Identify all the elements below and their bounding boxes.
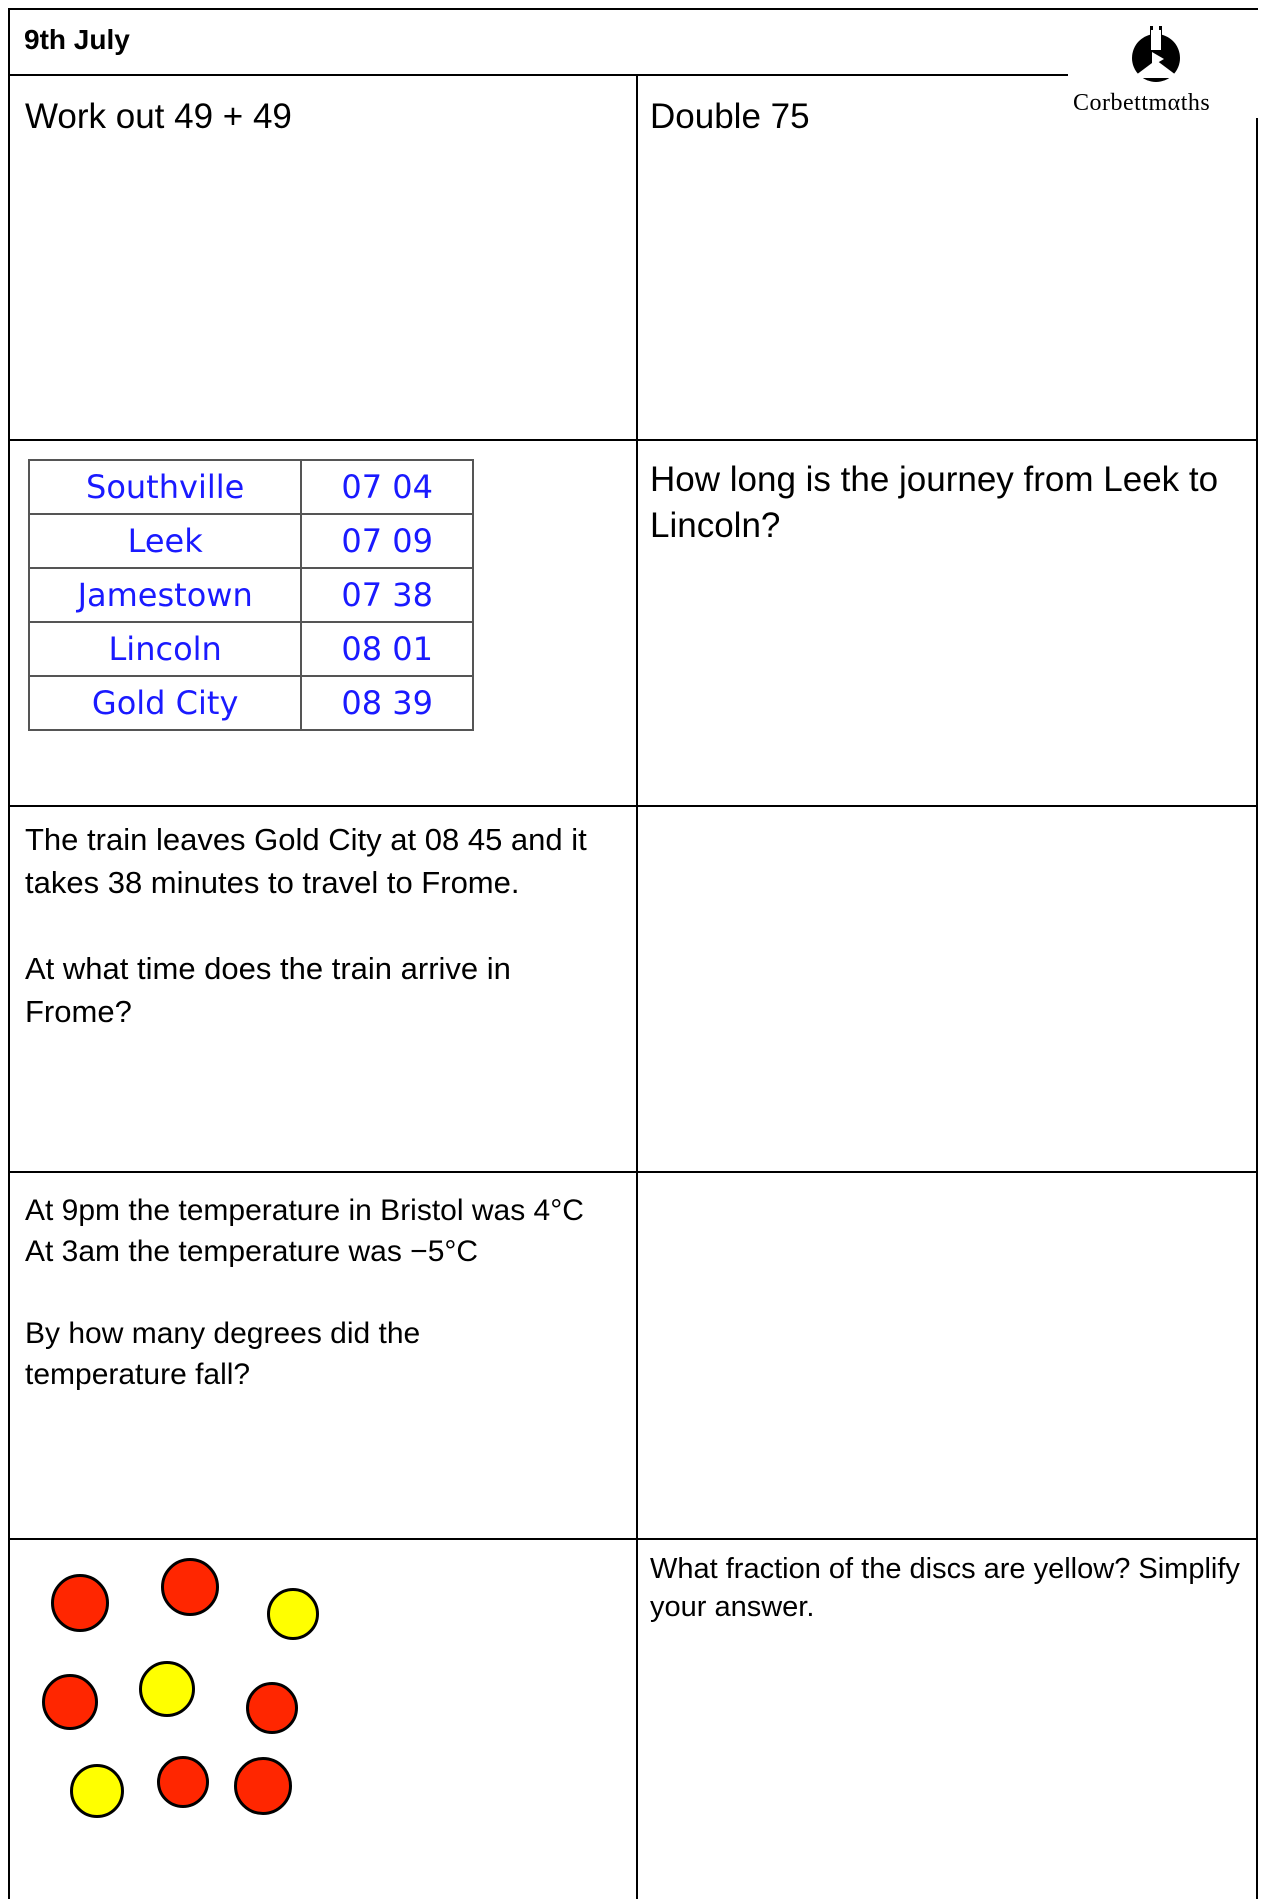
red-disc (161, 1558, 219, 1616)
departure-time: 07 04 (300, 459, 474, 515)
question-1: Work out 49 + 49 (25, 97, 292, 136)
station-name: Leek (27, 513, 303, 569)
logo: Corbettmαths (1068, 18, 1258, 118)
red-disc (234, 1757, 292, 1815)
red-disc (51, 1574, 109, 1632)
departure-time: 08 39 (300, 675, 474, 731)
red-disc (157, 1756, 209, 1808)
column-divider (636, 74, 638, 1899)
question-7-line-1: At 9pm the temperature in Bristol was 4°… (25, 1194, 584, 1227)
station-name: Southville (27, 459, 303, 515)
worksheet-frame (8, 8, 1258, 1899)
table-row: Gold City 08 39 (27, 675, 474, 731)
header-divider (8, 74, 1078, 76)
yellow-disc (139, 1661, 195, 1717)
question-5: The train leaves Gold City at 08 45 and … (25, 818, 615, 1033)
timetable: Southville 07 04 Leek 07 09 Jamestown 07… (27, 459, 474, 731)
question-9: What fraction of the discs are yellow? S… (650, 1553, 1240, 1623)
row-divider-3 (8, 1171, 1258, 1173)
red-disc (246, 1682, 298, 1734)
table-row: Leek 07 09 (27, 513, 474, 569)
question-5-text: The train leaves Gold City at 08 45 and … (25, 822, 587, 900)
station-name: Lincoln (27, 621, 303, 677)
station-name: Jamestown (27, 567, 303, 623)
yellow-disc (70, 1764, 124, 1818)
logo-text: Corbettmαths (1073, 90, 1211, 116)
station-name: Gold City (27, 675, 303, 731)
departure-time: 07 38 (300, 567, 474, 623)
question-7-prompt: By how many degrees did the temperature … (25, 1317, 421, 1391)
red-disc (42, 1674, 98, 1730)
page-title: 9th July (24, 24, 130, 55)
question-7-line-2: At 3am the temperature was −5°C (25, 1235, 479, 1268)
row-divider-4 (8, 1538, 1258, 1540)
question-5-prompt: At what time does the train arrive in Fr… (25, 951, 511, 1029)
table-row: Jamestown 07 38 (27, 567, 474, 623)
yellow-disc (267, 1588, 319, 1640)
row-divider-2 (8, 805, 1258, 807)
question-2: Double 75 (650, 97, 810, 136)
question-4: How long is the journey from Leek to Lin… (650, 460, 1219, 545)
question-7: At 9pm the temperature in Bristol was 4°… (25, 1190, 605, 1395)
departure-time: 08 01 (300, 621, 474, 677)
table-row: Lincoln 08 01 (27, 621, 474, 677)
departure-time: 07 09 (300, 513, 474, 569)
table-row: Southville 07 04 (27, 459, 474, 515)
corbettmaths-logo-icon (1132, 26, 1180, 82)
right-border (1256, 118, 1258, 1899)
row-divider-1 (8, 439, 1258, 441)
